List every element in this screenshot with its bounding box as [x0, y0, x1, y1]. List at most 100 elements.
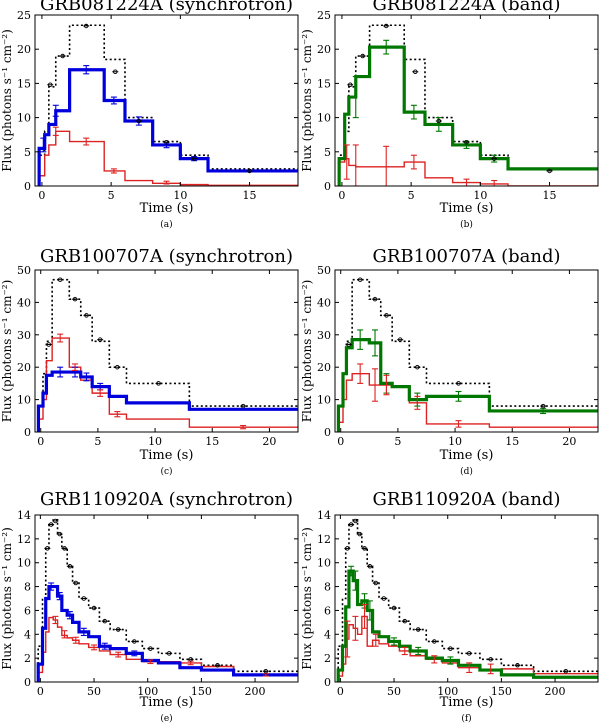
chart-panel-4: GRB100707A (band) 0 5 10 15 20 0 10 20 30 40 50 Time… [300, 246, 599, 477]
x-axis-label: Time (s) [440, 448, 494, 463]
subfigure-label: (d) [460, 466, 473, 477]
x-tick-label: 10 [148, 435, 162, 448]
subfigure-label: (f) [461, 713, 471, 724]
plot-frame [34, 14, 299, 187]
y-tick-label: 5 [24, 146, 31, 159]
plot-area [337, 23, 598, 186]
y-tick-label: 20 [317, 43, 331, 56]
plot-frame [34, 269, 299, 433]
x-tick-label: 5 [408, 189, 415, 202]
y-tick-label: 14 [17, 509, 31, 522]
y-tick-label: 0 [324, 426, 331, 439]
total-step-line [36, 370, 298, 432]
chart-title: GRB110920A (band) [372, 489, 560, 510]
plot-area [36, 518, 298, 682]
y-tick-label: 20 [317, 361, 331, 374]
component-step-line [337, 372, 598, 432]
y-tick-label: 10 [17, 112, 31, 125]
x-axis-label: Time (s) [440, 695, 494, 710]
y-tick-label: 15 [317, 77, 331, 90]
plot-area [37, 23, 298, 186]
y-tick-label: 6 [324, 604, 331, 617]
chart-title: GRB081224A (band) [372, 0, 560, 15]
plot-frame [334, 269, 599, 433]
component-step-line [38, 130, 298, 186]
y-tick-label: 0 [24, 180, 31, 193]
y-tick-label: 10 [317, 557, 331, 570]
total-step-line [336, 338, 598, 432]
x-axis-label: Time (s) [440, 201, 494, 216]
x-tick-label: 5 [394, 435, 401, 448]
total-step-line [336, 569, 598, 682]
x-tick-label: 15 [243, 189, 257, 202]
y-tick-label: 12 [317, 533, 331, 546]
chart-title: GRB100707A (band) [372, 246, 560, 267]
component-step-line [37, 337, 298, 432]
total-step-line [37, 68, 298, 186]
y-tick-label: 20 [17, 361, 31, 374]
plot-area [36, 277, 298, 432]
y-tick-label: 6 [24, 604, 31, 617]
y-tick-label: 10 [17, 394, 31, 407]
y-tick-label: 2 [24, 652, 31, 665]
y-axis-label: Flux (photons s⁻¹ cm⁻²) [300, 29, 314, 172]
x-tick-label: 20 [562, 435, 576, 448]
y-tick-label: 40 [317, 296, 331, 309]
x-tick-label: 0 [338, 189, 345, 202]
plot-frame [334, 514, 599, 683]
y-tick-label: 10 [317, 394, 331, 407]
y-tick-label: 8 [324, 581, 331, 594]
y-tick-label: 5 [324, 146, 331, 159]
y-tick-label: 10 [17, 557, 31, 570]
x-axis-label: Time (s) [140, 448, 194, 463]
total-step-line [36, 584, 298, 682]
subfigure-label: (b) [460, 219, 473, 230]
subfigure-label: (e) [160, 713, 172, 724]
y-tick-label: 30 [317, 329, 331, 342]
y-tick-label: 0 [24, 426, 31, 439]
chart-panel-3: GRB100707A (synchrotron) 0 5 10 15 20 0 10 20 30 4… [0, 246, 299, 477]
x-tick-label: 50 [87, 685, 101, 698]
y-axis-label: Flux (photons s⁻¹ cm⁻²) [0, 280, 14, 423]
y-tick-label: 30 [17, 329, 31, 342]
x-tick-label: 15 [543, 189, 557, 202]
plot-frame [34, 514, 299, 683]
x-tick-label: 50 [387, 685, 401, 698]
chart-panel-2: GRB081224A (band) 0 5 10 15 0 5 10 15 20 25 Time (s… [300, 0, 599, 230]
component-step-line [337, 615, 598, 682]
chart-title: GRB110920A (synchrotron) [40, 489, 293, 510]
y-tick-label: 25 [317, 9, 331, 22]
x-tick-label: 200 [245, 685, 266, 698]
data-step-line [338, 24, 598, 186]
data-step-line [38, 24, 298, 186]
y-tick-label: 0 [324, 676, 331, 689]
y-axis-label: Flux (photons s⁻¹ cm⁻²) [0, 29, 14, 172]
x-tick-label: 200 [545, 685, 566, 698]
chart-title: GRB081224A (synchrotron) [40, 0, 293, 15]
plot-frame [334, 14, 599, 187]
total-step-line [337, 45, 598, 186]
y-tick-label: 14 [317, 509, 331, 522]
subfigure-label: (c) [160, 466, 172, 477]
chart-panel-6: GRB110920A (band) 0 50 100 150 200 0 2 4 6 8 10 12 14… [300, 489, 599, 724]
plot-area [336, 518, 598, 682]
x-tick-label: 0 [37, 685, 44, 698]
y-tick-label: 4 [324, 628, 331, 641]
y-tick-label: 40 [17, 296, 31, 309]
x-axis-label: Time (s) [140, 695, 194, 710]
chart-panel-5: GRB110920A (synchrotron) 0 50 100 150 200 0 2 4 6… [0, 489, 299, 724]
data-step-line [337, 518, 598, 682]
y-tick-label: 50 [17, 264, 31, 277]
y-tick-label: 15 [17, 77, 31, 90]
y-tick-label: 25 [17, 9, 31, 22]
x-tick-label: 10 [473, 189, 487, 202]
x-tick-label: 5 [94, 435, 101, 448]
y-tick-label: 20 [17, 43, 31, 56]
y-axis-label: Flux (photons s⁻¹ cm⁻²) [300, 280, 314, 423]
x-tick-label: 100 [137, 685, 158, 698]
chart-panel-1: GRB081224A (synchrotron) 0 5 10 15 0 5 10 15 20 25… [0, 0, 299, 230]
x-tick-label: 0 [38, 189, 45, 202]
x-tick-label: 150 [491, 685, 512, 698]
x-tick-label: 15 [505, 435, 519, 448]
